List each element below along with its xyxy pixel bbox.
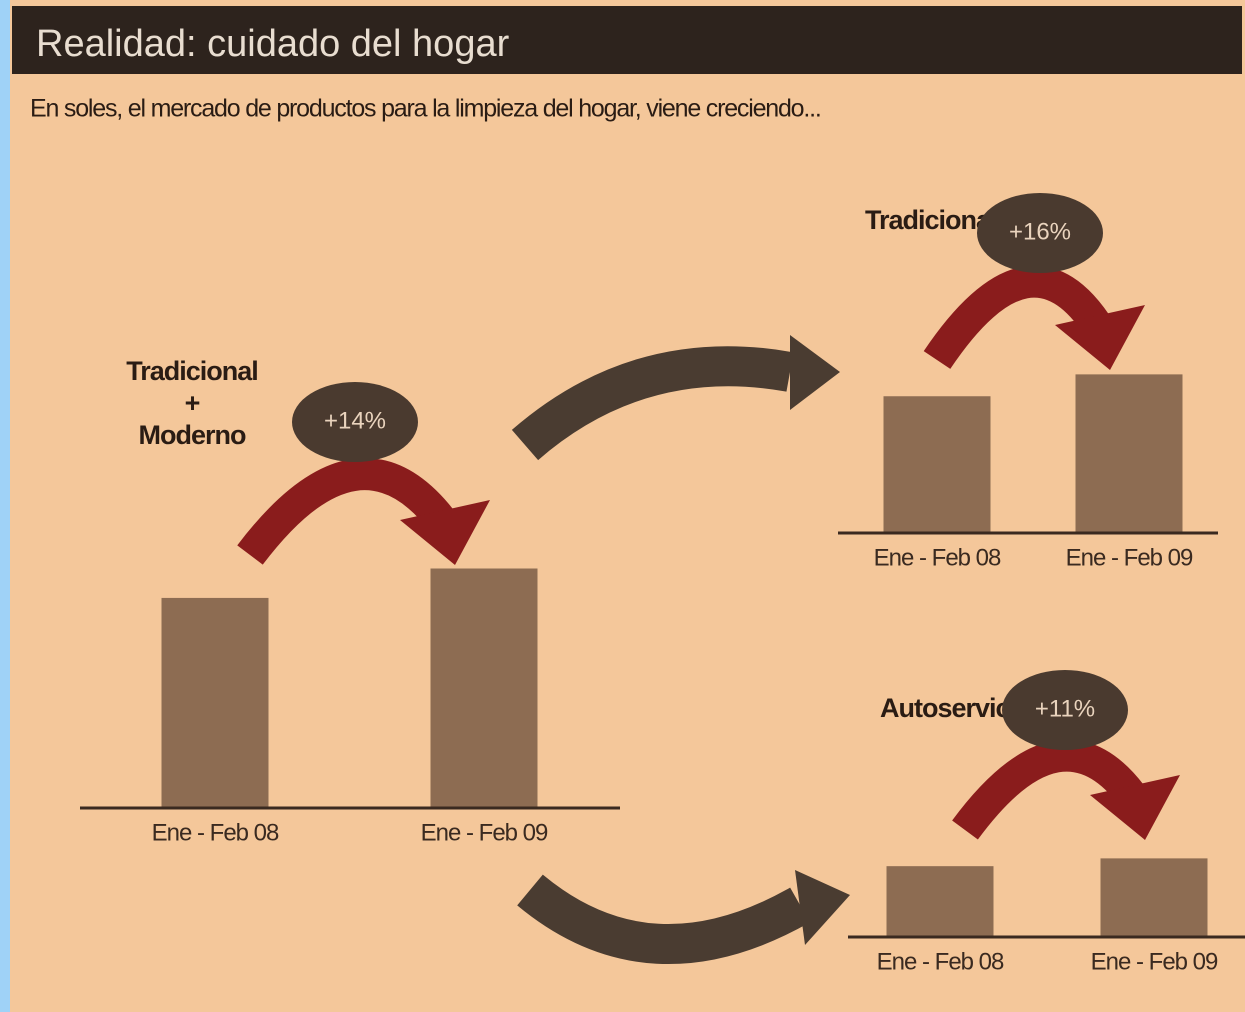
x-tick-label: Ene - Feb 08 bbox=[152, 819, 279, 846]
chart-title: Tradicional bbox=[865, 205, 997, 235]
annotation: +14% bbox=[324, 407, 386, 434]
chart-title: + bbox=[185, 388, 200, 418]
annotation-badge bbox=[292, 382, 418, 462]
subtitle: En soles, el mercado de productos para l… bbox=[30, 95, 821, 123]
x-tick-label: Ene - Feb 09 bbox=[1091, 948, 1218, 975]
annotation: +16% bbox=[1009, 218, 1071, 245]
chart-title: Moderno bbox=[139, 420, 246, 450]
connector-head bbox=[790, 335, 840, 410]
connector-arrows bbox=[511, 346, 810, 965]
header-bar bbox=[12, 6, 1242, 74]
growth-arrow bbox=[952, 739, 1149, 840]
x-tick-label: Ene - Feb 09 bbox=[1066, 544, 1193, 571]
growth-arrow bbox=[923, 265, 1114, 369]
annotation: +11% bbox=[1035, 695, 1095, 722]
annotation-badge bbox=[977, 193, 1103, 273]
x-tick-label: Ene - Feb 08 bbox=[877, 948, 1004, 975]
bar bbox=[161, 597, 269, 808]
growth-arrow-head bbox=[400, 500, 490, 565]
bar bbox=[1100, 858, 1208, 937]
growth-arrow-head bbox=[1090, 775, 1180, 840]
bar bbox=[430, 568, 538, 808]
header-title: Realidad: cuidado del hogar bbox=[36, 23, 510, 65]
connector-bottom bbox=[517, 874, 810, 965]
paper bbox=[10, 0, 1245, 1012]
growth-arrow-head bbox=[1055, 305, 1145, 370]
connector-head bbox=[795, 870, 850, 945]
chart-title: Tradicional bbox=[126, 356, 258, 386]
bar bbox=[883, 396, 991, 533]
x-tick-label: Ene - Feb 09 bbox=[421, 819, 548, 846]
growth-arrow bbox=[237, 458, 458, 565]
bar bbox=[1075, 374, 1183, 533]
connector-top bbox=[511, 346, 794, 461]
x-tick-label: Ene - Feb 08 bbox=[874, 544, 1001, 571]
annotation-badge bbox=[1002, 670, 1128, 750]
bar bbox=[886, 866, 994, 937]
